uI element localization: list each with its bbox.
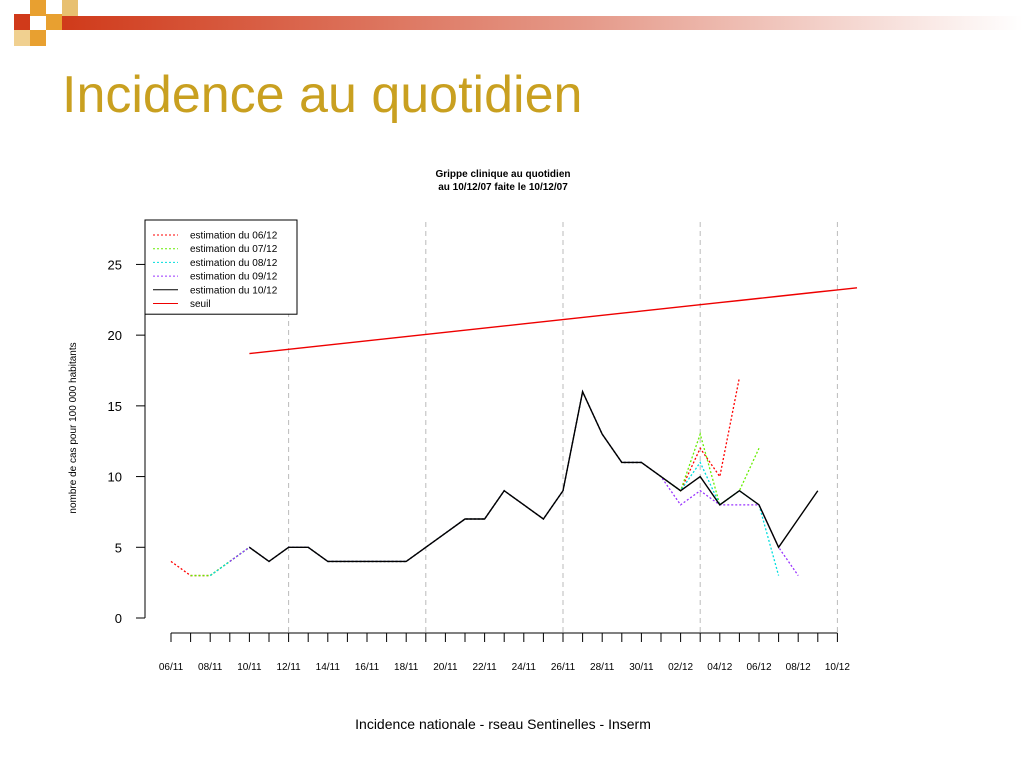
y-tick-label: 0: [115, 611, 122, 626]
footer: Incidence nationale - rseau Sentinelles …: [355, 716, 651, 732]
x-tick-label: 16/11: [355, 662, 380, 673]
x-tick-label: 24/11: [512, 662, 537, 673]
y-axis-label: nombre de cas pour 100 000 habitants: [68, 342, 79, 513]
legend-label: estimation du 08/12: [190, 258, 278, 269]
x-tick-label: 12/11: [276, 662, 301, 673]
x-tick-label: 08/11: [198, 662, 223, 673]
slide-title: Incidence au quotidien: [62, 66, 582, 124]
y-tick-label: 25: [108, 257, 122, 272]
chart-subtitle: au 10/12/07 faite le 10/12/07: [438, 182, 568, 193]
y-tick-label: 20: [108, 328, 122, 343]
x-tick-label: 22/11: [472, 662, 497, 673]
x-tick-label: 30/11: [629, 662, 654, 673]
header-decoration: [14, 0, 1023, 46]
x-tick-label: 04/12: [707, 662, 732, 673]
x-tick-label: 18/11: [394, 662, 419, 673]
x-tick-label: 20/11: [433, 662, 458, 673]
y-tick-label: 5: [115, 540, 122, 555]
legend-label: estimation du 10/12: [190, 285, 278, 296]
x-tick-label: 08/12: [786, 662, 811, 673]
x-tick-label: 02/12: [668, 662, 693, 673]
legend-label: estimation du 06/12: [190, 231, 278, 242]
series-line: [229, 389, 799, 576]
x-tick-label: 06/11: [159, 662, 184, 673]
chart-title: Grippe clinique au quotidien: [435, 169, 570, 180]
x-tick-label: 28/11: [590, 662, 615, 673]
legend-label: estimation du 07/12: [190, 244, 278, 255]
plot: 0 5 10 15 20 25 06/11 08/11 10/11 12/11 14/11 16/11…: [108, 219, 858, 673]
legend-label: estimation du 09/12: [190, 272, 278, 283]
legend-label: seuil: [190, 299, 211, 310]
x-tick-label: 26/11: [551, 662, 576, 673]
series-line: [190, 389, 760, 577]
series-line: [170, 377, 741, 577]
series-line: [209, 389, 780, 577]
y-tick-label: 15: [108, 399, 122, 414]
y-tick-label: 10: [108, 470, 122, 485]
x-tick-label: 14/11: [316, 662, 341, 673]
x-tick-label: 10/12: [825, 662, 850, 673]
x-tick-label: 10/11: [237, 662, 262, 673]
series-line: [249, 287, 858, 355]
x-tick-label: 06/12: [746, 662, 771, 673]
series-line: [248, 389, 819, 563]
legend-box: [144, 219, 298, 315]
